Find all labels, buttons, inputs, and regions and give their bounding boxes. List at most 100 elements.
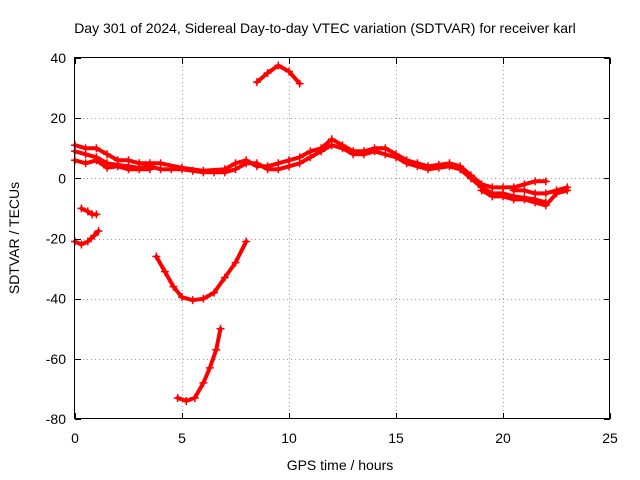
- data-point: [531, 198, 540, 207]
- y-tick-label: 20: [50, 110, 66, 126]
- data-point: [169, 282, 178, 291]
- data-point: [77, 204, 86, 213]
- data-point: [563, 183, 572, 192]
- x-tick-label: 10: [281, 430, 297, 446]
- y-tick-label: -20: [46, 231, 66, 247]
- plot-frame: [74, 57, 610, 419]
- data-point: [252, 78, 261, 87]
- data-point: [263, 162, 272, 171]
- data-point: [541, 201, 550, 210]
- data-point: [531, 189, 540, 198]
- axis-ticks: 0 5 10 15 20 25 -80 -60 -40 -20 0 20 40: [46, 50, 618, 446]
- data-point: [252, 162, 261, 171]
- y-tick-label: 40: [50, 50, 66, 66]
- data-point: [541, 177, 550, 186]
- data-point: [509, 186, 518, 195]
- data-point: [445, 159, 454, 168]
- data-point: [274, 61, 283, 70]
- grid: [75, 58, 610, 419]
- data-point: [103, 163, 112, 172]
- data-point: [210, 288, 219, 297]
- y-tick-label: 0: [58, 170, 66, 186]
- data-point: [81, 144, 90, 153]
- data-point: [295, 153, 304, 162]
- data-point: [124, 156, 133, 165]
- data-point: [190, 393, 199, 402]
- data-point: [199, 294, 208, 303]
- data-point: [199, 166, 208, 175]
- data-point: [92, 144, 101, 153]
- data-point: [182, 396, 191, 405]
- data-point: [199, 378, 208, 387]
- data-point: [370, 144, 379, 153]
- data-point: [220, 273, 229, 282]
- data-point: [317, 144, 326, 153]
- data-point: [145, 165, 154, 174]
- data-point: [306, 147, 315, 156]
- data-point: [83, 207, 92, 216]
- data-point: [220, 165, 229, 174]
- data-point: [178, 163, 186, 172]
- x-axis-label: GPS time / hours: [287, 457, 394, 473]
- data-point: [413, 159, 422, 168]
- data-point: [94, 226, 103, 235]
- data-point: [552, 186, 561, 195]
- data-point: [152, 252, 161, 261]
- series-line: [175, 326, 223, 403]
- data-point: [135, 165, 144, 174]
- data-point: [488, 192, 497, 201]
- data-point: [231, 258, 240, 267]
- x-tick-label: 15: [388, 430, 404, 446]
- data-point: [499, 192, 507, 201]
- x-tick-label: 25: [602, 430, 618, 446]
- data-point: [456, 162, 465, 171]
- data-point: [466, 171, 475, 180]
- data-point: [124, 165, 133, 174]
- data-point: [285, 67, 293, 76]
- y-tick-label: -60: [46, 351, 66, 367]
- data-series: [71, 61, 572, 405]
- data-point: [327, 135, 336, 144]
- data-point: [477, 186, 486, 195]
- data-point: [173, 393, 182, 402]
- data-point: [434, 160, 443, 169]
- data-point: [212, 345, 221, 354]
- data-point: [92, 156, 101, 165]
- data-point: [295, 79, 304, 88]
- data-point: [83, 237, 92, 246]
- series-segment-2: [71, 226, 103, 249]
- series-segment-4: [173, 324, 225, 405]
- data-point: [520, 186, 529, 195]
- data-point: [178, 293, 186, 302]
- x-tick-label: 5: [178, 430, 186, 446]
- data-point: [92, 210, 101, 219]
- data-point: [520, 195, 529, 204]
- series-main-band-c: [477, 186, 572, 210]
- series-segment-1: [77, 204, 101, 219]
- data-point: [509, 195, 518, 204]
- data-point: [205, 363, 214, 372]
- data-point: [156, 159, 165, 168]
- data-point: [103, 150, 112, 159]
- series-main-band-e: [71, 156, 154, 174]
- data-point: [188, 296, 197, 305]
- chart-title: Day 301 of 2024, Sidereal Day-to-day VTE…: [74, 20, 576, 36]
- y-tick-label: -80: [46, 411, 66, 427]
- series-line: [73, 137, 548, 190]
- data-point: [338, 141, 347, 150]
- y-axis-label: SDTVAR / TECUs: [6, 182, 22, 294]
- series-main-band-d: [509, 183, 572, 198]
- data-point: [81, 159, 90, 168]
- data-point: [531, 177, 540, 186]
- data-point: [381, 144, 390, 153]
- data-point: [424, 162, 433, 171]
- x-tick-label: 20: [495, 430, 511, 446]
- data-point: [242, 237, 251, 246]
- data-point: [285, 156, 293, 165]
- series-main-band-b: [71, 135, 550, 192]
- data-point: [541, 189, 550, 198]
- data-point: [488, 183, 497, 192]
- series-segment-5: [252, 61, 304, 88]
- data-point: [359, 147, 368, 156]
